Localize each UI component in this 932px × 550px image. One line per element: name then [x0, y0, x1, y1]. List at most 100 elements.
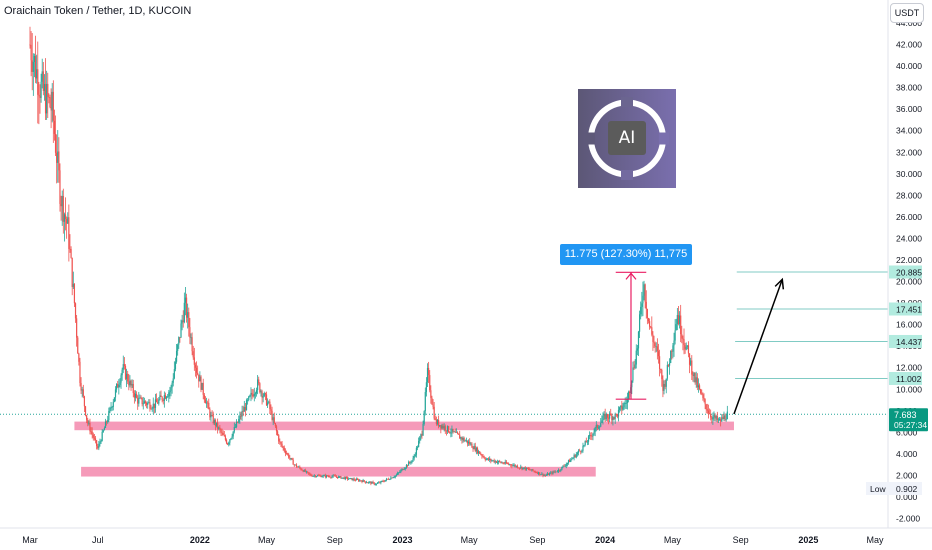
candle-body — [149, 402, 151, 409]
candle-body — [344, 477, 346, 480]
candle-body — [322, 475, 324, 477]
candle-body — [41, 71, 43, 82]
candle-body — [153, 403, 155, 408]
candle-body — [541, 473, 543, 475]
candle-body — [593, 431, 595, 434]
candle-body — [634, 364, 636, 368]
candle-body — [660, 368, 662, 370]
chart-title: Oraichain Token / Tether, 1D, KUCOIN — [4, 5, 192, 17]
candle-body — [352, 478, 354, 481]
candle-body — [665, 378, 667, 387]
candle-body — [320, 475, 322, 477]
candle-body — [143, 401, 145, 404]
candle-body — [57, 151, 59, 163]
x-tick-label: Sep — [733, 535, 749, 545]
candle-body — [164, 395, 167, 399]
x-tick-label: May — [866, 535, 884, 545]
candle-body — [298, 466, 300, 468]
time-axis: Mar Jul 2022 May Sep 2023 May Sep 2024 May Sep 2025… — [0, 527, 932, 545]
candle-body — [283, 447, 285, 451]
candle-body — [62, 195, 64, 222]
candle-body — [418, 440, 420, 448]
candle-body — [601, 420, 603, 423]
candle-body — [181, 320, 183, 324]
candle-body — [119, 382, 121, 386]
candle-body — [302, 470, 304, 472]
candle-body — [278, 435, 280, 442]
candle-body — [575, 454, 577, 458]
candle-body — [664, 383, 666, 387]
candle-body — [134, 393, 137, 398]
candle-body — [688, 353, 691, 365]
candle-body — [292, 459, 294, 465]
candle-body — [555, 471, 557, 473]
candle-body — [705, 404, 707, 410]
candle-body — [625, 403, 627, 404]
candle-body — [304, 469, 306, 472]
candle-body — [71, 257, 73, 287]
candle-body — [33, 55, 36, 62]
candle-body — [515, 465, 517, 467]
candle-body — [228, 442, 230, 445]
candle-body — [177, 344, 179, 351]
candle-body — [319, 475, 321, 477]
candle-body — [404, 467, 406, 469]
y-tick-label: 28.000 — [896, 190, 922, 200]
candle-body — [612, 417, 614, 421]
candle-body — [591, 435, 593, 437]
candle-body — [667, 364, 670, 366]
candle-body — [363, 480, 365, 482]
candle-body — [721, 417, 723, 422]
candle-body — [718, 419, 721, 420]
candle-body — [117, 383, 119, 388]
candle-body — [650, 326, 652, 328]
price-level-label: 14.437 — [896, 337, 922, 347]
candle-body — [631, 380, 633, 388]
candle-body — [250, 392, 252, 396]
candle-body — [321, 476, 323, 478]
y-tick-label: 36.000 — [896, 104, 922, 114]
candle-body — [159, 395, 161, 400]
candle-body — [542, 473, 544, 476]
candle-body — [189, 327, 191, 338]
last-price-tag — [889, 408, 928, 432]
candle-body — [183, 302, 185, 323]
price-level-label: 17.451 — [896, 305, 922, 315]
candle-body — [589, 435, 591, 437]
candle-body — [374, 484, 376, 486]
candle-body — [693, 372, 695, 376]
candle-body — [717, 419, 720, 421]
candle-body — [517, 467, 520, 469]
candle-body — [658, 356, 661, 369]
candle-body — [69, 248, 71, 250]
candle-body — [191, 337, 193, 352]
candle-body — [275, 426, 278, 432]
candle-body — [495, 461, 497, 463]
candle-body — [489, 458, 491, 461]
currency-selector[interactable]: USDT — [890, 3, 924, 23]
x-tick-label: Sep — [327, 535, 343, 545]
candle-body — [431, 397, 433, 405]
candle-body — [486, 458, 489, 460]
candle-body — [155, 399, 158, 403]
candle-body — [646, 309, 648, 319]
candle-body — [627, 392, 630, 400]
candle-body — [383, 481, 385, 483]
candle-body — [491, 460, 493, 462]
candle-body — [604, 413, 606, 420]
candle-body — [530, 469, 532, 471]
y-tick-label: 20.000 — [896, 277, 922, 287]
price-level-tag — [889, 302, 922, 316]
candle-body — [609, 413, 611, 419]
candle-body — [306, 471, 309, 473]
projection-arrowhead — [774, 277, 785, 290]
candle-body — [403, 468, 405, 470]
candle-body — [103, 427, 105, 431]
candle-body — [584, 441, 586, 445]
candle-body — [243, 406, 245, 412]
candle-body — [299, 466, 301, 469]
candle-body — [438, 419, 440, 427]
candle-body — [371, 481, 373, 484]
candle-body — [37, 69, 39, 95]
